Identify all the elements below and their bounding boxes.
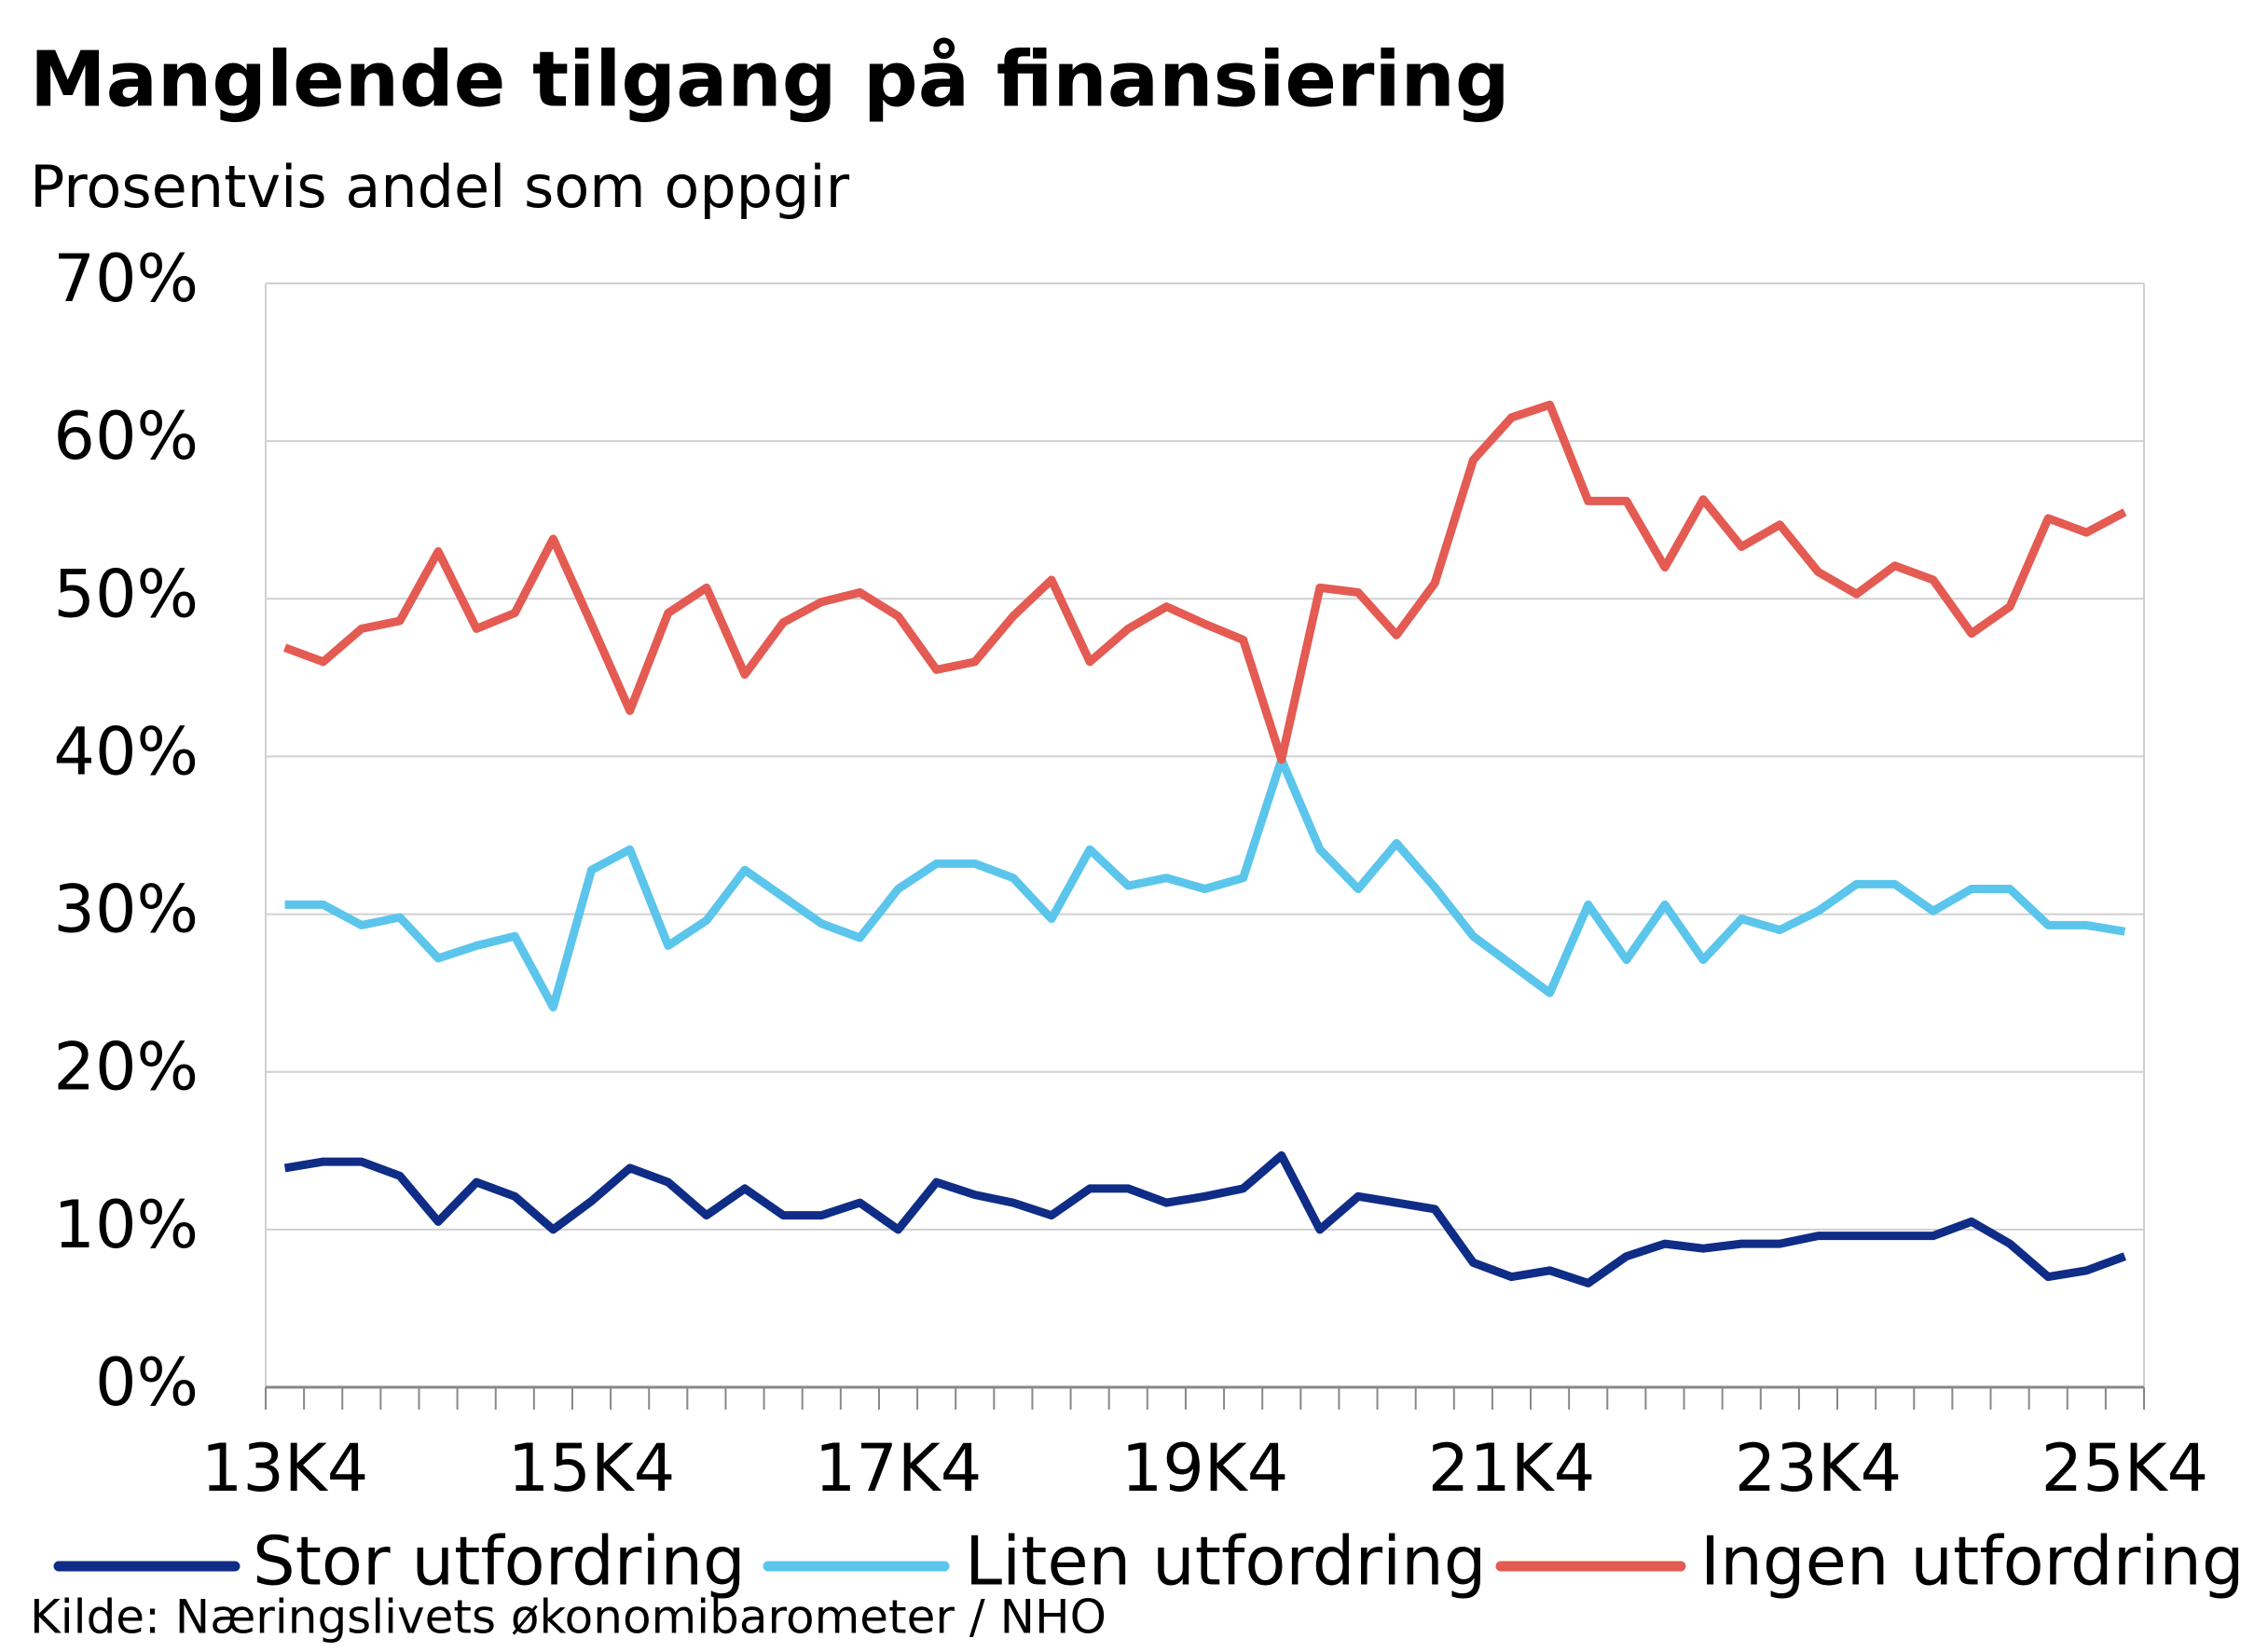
data-line xyxy=(283,400,2127,764)
legend-label: Stor utfordring xyxy=(253,1522,746,1601)
y-tick-label: 20% xyxy=(53,1029,199,1106)
legend-label: Liten utfordring xyxy=(965,1522,1486,1601)
x-tick-label: 19K4 xyxy=(1121,1430,1289,1507)
x-tick-label: 13K4 xyxy=(201,1430,369,1507)
y-tick-label: 40% xyxy=(53,713,199,790)
y-tick-label: 30% xyxy=(53,872,199,948)
y-tick-label: 0% xyxy=(95,1344,199,1421)
x-tick-label: 23K4 xyxy=(1735,1430,1903,1507)
x-tick-label: 21K4 xyxy=(1428,1430,1596,1507)
legend-label: Ingen utfordring xyxy=(1700,1522,2245,1601)
y-tick-label: 70% xyxy=(53,241,199,317)
y-tick-label: 50% xyxy=(53,556,199,632)
data-line xyxy=(283,1150,2126,1287)
x-tick-label: 17K4 xyxy=(815,1430,983,1507)
x-tick-label: 25K4 xyxy=(2041,1430,2209,1507)
chart-subtitle: Prosentvis andel som oppgir xyxy=(30,153,850,221)
y-tick-label: 10% xyxy=(53,1187,199,1263)
data-line xyxy=(284,755,2126,1012)
x-tick-label: 15K4 xyxy=(508,1430,676,1507)
source-note: Kilde: Næringslivets økonomibarometer / … xyxy=(30,1590,1107,1645)
y-tick-label: 60% xyxy=(53,398,199,475)
chart-title: Manglende tilgang på finansiering xyxy=(30,35,1510,124)
